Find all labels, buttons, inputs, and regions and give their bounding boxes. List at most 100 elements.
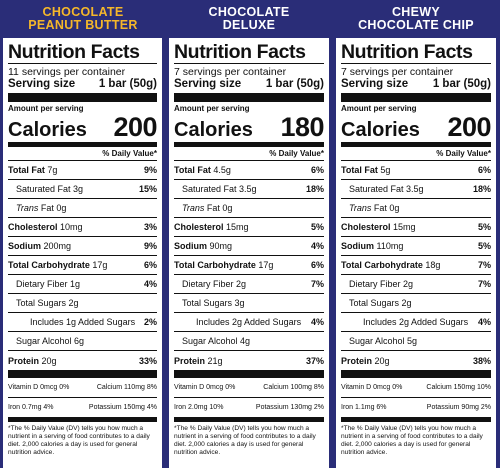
- label-text: 3%: [143, 222, 157, 232]
- saturated-fat-row: Saturated Fat 3.5g 18%: [174, 180, 324, 199]
- label-element: Protein 20g: [8, 356, 57, 366]
- label-text: Sodium: [8, 241, 41, 251]
- flavor-header-chocolate-deluxe: CHOCOLATE DELUXE: [166, 0, 332, 38]
- calories-value: 180: [280, 112, 324, 142]
- total-carbohydrate-row: Total Carbohydrate 17g 6%: [174, 256, 324, 275]
- label-element: Total Carbohydrate 17g: [174, 260, 273, 270]
- divider-medium: [341, 142, 491, 147]
- iron-potassium-row: Iron 0.7mg 4% Potassium 150mg 4%: [8, 398, 157, 418]
- iron-potassium-row: Iron 2.0mg 10% Potassium 130mg 2%: [174, 398, 324, 418]
- label-text: 2%: [143, 317, 157, 327]
- label-text: Trans: [16, 203, 39, 213]
- nutrition-facts-title: Nutrition Facts: [8, 41, 140, 63]
- label-element: Total Carbohydrate 18g: [341, 260, 440, 270]
- label-text: 6%: [143, 260, 157, 270]
- label-text: Total Sugars 3g: [182, 298, 245, 308]
- label-text: 17g: [92, 260, 108, 270]
- nutrition-facts-title: Nutrition Facts: [341, 41, 473, 63]
- label-text: 6%: [310, 165, 324, 175]
- label-element: [174, 63, 324, 64]
- label-text: Fat 0g: [40, 203, 67, 213]
- calories-row: Calories 200: [8, 114, 157, 142]
- serving-size-label: Serving size: [8, 78, 76, 90]
- iron-potassium-row: Iron 1.1mg 6% Potassium 90mg 2%: [341, 398, 491, 418]
- label-text: Total Carbohydrate: [341, 260, 423, 270]
- label-element: Total Fat 4.5g: [174, 165, 231, 175]
- total-fat-row: Total Fat 7g 9%: [8, 161, 157, 180]
- label-text: 6%: [310, 260, 324, 270]
- protein-row: Protein 21g 37%: [174, 351, 324, 370]
- label-text: 20g: [41, 355, 57, 366]
- label-text: 17g: [258, 260, 274, 270]
- label-text: 4%: [310, 241, 324, 251]
- cholesterol-row: Cholesterol 15mg 5%: [341, 218, 491, 237]
- label-text: Total Carbohydrate: [8, 260, 90, 270]
- label-text: 15%: [138, 184, 157, 194]
- daily-value-header: % Daily Value*: [8, 147, 157, 161]
- label-text: Total Fat: [341, 165, 378, 175]
- label-text: Sugar Alcohol 6g: [16, 336, 85, 346]
- label-element: Cholesterol 15mg: [341, 222, 416, 232]
- vitamin-d-calcium-row: Vitamin D 0mcg 0% Calcium 110mg 8%: [8, 378, 157, 398]
- label-element: Total Carbohydrate 17g: [8, 260, 107, 270]
- divider-heavy: [8, 370, 157, 378]
- cholesterol-row: Cholesterol 10mg 3%: [8, 218, 157, 237]
- flavor-name-line2: PEANUT BUTTER: [28, 18, 138, 32]
- label-element: [341, 63, 491, 64]
- serving-size-value: 1 bar (50g): [98, 78, 157, 90]
- potassium: Potassium 150mg 4%: [88, 404, 157, 411]
- label-element: Sodium 200mg: [8, 241, 71, 251]
- divider-footer: [8, 418, 157, 422]
- sugar-alcohol-row: Sugar Alcohol 4g: [174, 332, 324, 351]
- label-text: Includes 2g Added Sugars: [363, 317, 469, 327]
- label-text: Fat 0g: [206, 203, 233, 213]
- label-text: 200mg: [43, 241, 72, 251]
- daily-value-footnote: *The % Daily Value (DV) tells you how mu…: [8, 425, 150, 456]
- sugar-alcohol-row: Sugar Alcohol 5g: [341, 332, 491, 351]
- label-text: 38%: [472, 355, 491, 366]
- divider-heavy: [174, 370, 324, 378]
- label-text: Sodium: [341, 241, 374, 251]
- dietary-fiber-row: Dietary Fiber 2g 7%: [174, 275, 324, 294]
- label-text: 5%: [477, 222, 491, 232]
- label-element: [8, 63, 157, 64]
- trans-fat-row: Trans Fat 0g: [174, 199, 324, 218]
- label-text: Cholesterol: [174, 222, 224, 232]
- flavor-name-line1: CHEWY: [391, 5, 441, 19]
- potassium: Potassium 90mg 2%: [426, 404, 491, 411]
- label-text: Total Sugars 2g: [16, 298, 79, 308]
- label-text: 20g: [374, 355, 390, 366]
- label-text: 4%: [310, 317, 324, 327]
- label-element: Total Fat 5g: [341, 165, 390, 175]
- trans-fat-row: Trans Fat 0g: [341, 199, 491, 218]
- label-text: Saturated Fat 3g: [16, 184, 84, 194]
- vitamin-d: Vitamin D 0mcg 0%: [341, 384, 403, 391]
- label-text: 90mg: [209, 241, 233, 251]
- label-text: Includes 1g Added Sugars: [30, 317, 136, 327]
- divider-thick: [8, 93, 157, 102]
- serving-size-row: Serving size 1 bar (50g): [341, 78, 491, 91]
- nutrition-label-panel: Nutrition Facts 11 servings per containe…: [3, 38, 162, 468]
- total-sugars-row: Total Sugars 2g: [341, 294, 491, 313]
- label-text: 21g: [207, 355, 223, 366]
- flavor-header-chocolate-peanut-butter: CHOCOLATE PEANUT BUTTER: [0, 0, 166, 38]
- label-text: Total Sugars 2g: [349, 298, 412, 308]
- label-text: Saturated Fat 3.5g: [349, 184, 424, 194]
- label-text: Trans: [349, 203, 372, 213]
- sugar-alcohol-row: Sugar Alcohol 6g: [8, 332, 157, 351]
- calories-label: Calories: [8, 119, 87, 141]
- label-text: 5%: [310, 222, 324, 232]
- vitamin-d: Vitamin D 0mcg 0%: [8, 384, 70, 391]
- nutrition-label-panel: Nutrition Facts 7 servings per container…: [336, 38, 496, 468]
- label-text: 10mg: [60, 222, 83, 232]
- label-text: Fat 0g: [373, 203, 400, 213]
- label-text: Cholesterol: [8, 222, 58, 232]
- label-text: 15mg: [226, 222, 249, 232]
- divider-footer: [174, 418, 324, 422]
- calories-row: Calories 180: [174, 112, 324, 142]
- serving-size-label: Serving size: [174, 78, 242, 90]
- servings-per-container: 7 servings per container: [341, 66, 454, 78]
- label-element: Cholesterol 10mg: [8, 222, 83, 232]
- daily-value-footnote: *The % Daily Value (DV) tells you how mu…: [174, 425, 316, 456]
- label-text: 6%: [477, 165, 491, 175]
